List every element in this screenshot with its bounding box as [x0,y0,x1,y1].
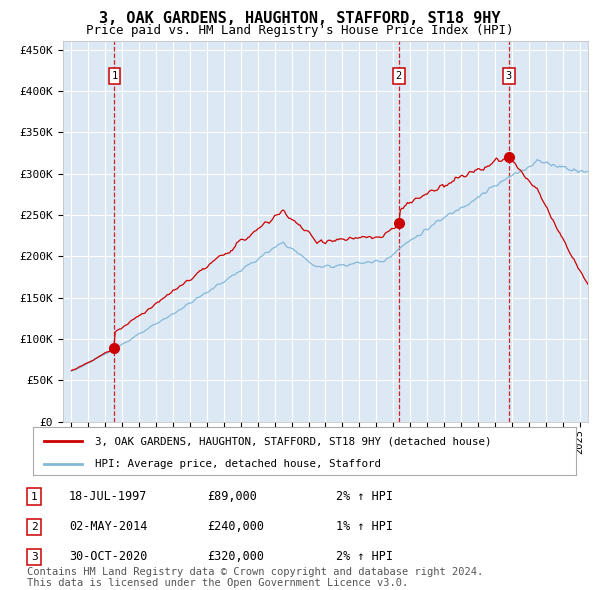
Text: 2: 2 [396,71,402,81]
Text: 3: 3 [31,552,38,562]
Text: Price paid vs. HM Land Registry's House Price Index (HPI): Price paid vs. HM Land Registry's House … [86,24,514,37]
Text: 1: 1 [112,71,118,81]
Text: £320,000: £320,000 [207,550,264,563]
Text: 3, OAK GARDENS, HAUGHTON, STAFFORD, ST18 9HY (detached house): 3, OAK GARDENS, HAUGHTON, STAFFORD, ST18… [95,436,492,446]
Text: 2: 2 [31,522,38,532]
Text: 3, OAK GARDENS, HAUGHTON, STAFFORD, ST18 9HY: 3, OAK GARDENS, HAUGHTON, STAFFORD, ST18… [99,11,501,25]
Text: 30-OCT-2020: 30-OCT-2020 [69,550,148,563]
Text: 1: 1 [31,492,38,502]
Text: 3: 3 [506,71,512,81]
Text: 1% ↑ HPI: 1% ↑ HPI [336,520,393,533]
Text: £89,000: £89,000 [207,490,257,503]
Text: £240,000: £240,000 [207,520,264,533]
Text: 2% ↑ HPI: 2% ↑ HPI [336,550,393,563]
Text: HPI: Average price, detached house, Stafford: HPI: Average price, detached house, Staf… [95,459,382,469]
Text: 2% ↑ HPI: 2% ↑ HPI [336,490,393,503]
Text: Contains HM Land Registry data © Crown copyright and database right 2024.
This d: Contains HM Land Registry data © Crown c… [27,566,483,588]
Text: 02-MAY-2014: 02-MAY-2014 [69,520,148,533]
Text: 18-JUL-1997: 18-JUL-1997 [69,490,148,503]
